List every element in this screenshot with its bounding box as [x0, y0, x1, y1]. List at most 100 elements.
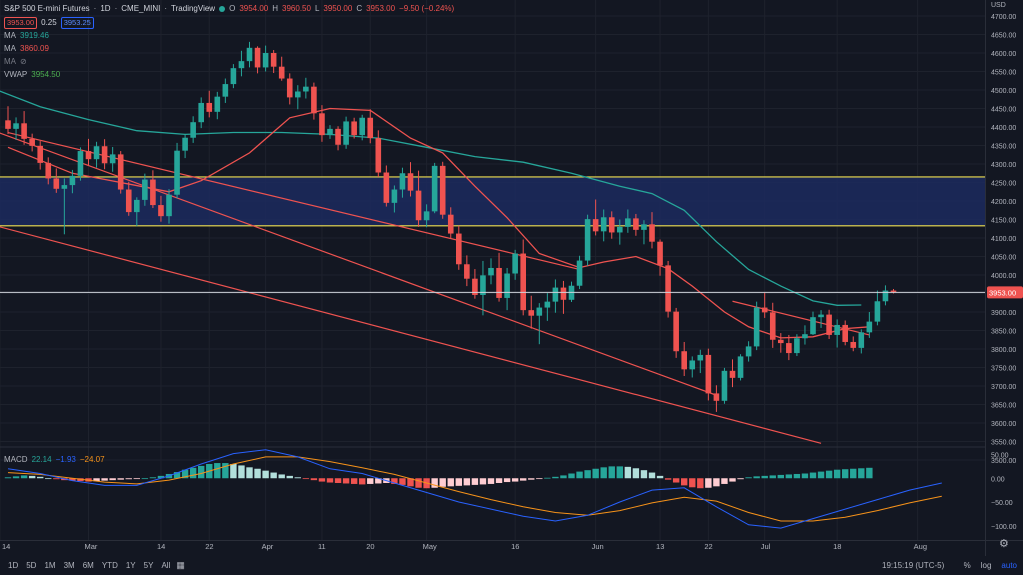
time-tick-label: Jul: [761, 542, 771, 551]
calendar-range-icon[interactable]: ▦: [176, 560, 185, 570]
clock-time[interactable]: 19:15:19 (UTC-5): [882, 561, 945, 570]
price-tick-label: 3700.00: [991, 384, 1016, 391]
macd-histogram-bar: [246, 467, 253, 479]
candle-body: [576, 260, 583, 286]
candle-body: [158, 205, 164, 217]
macd-histogram-bar: [101, 478, 108, 481]
macd-histogram-bar: [608, 466, 615, 479]
candle-body: [882, 290, 889, 302]
candle-body: [617, 226, 623, 233]
macd-histogram-bar: [117, 478, 124, 480]
candle-body: [206, 102, 213, 112]
macd-histogram-bar: [648, 472, 656, 479]
ohlc-open-label: O: [229, 4, 236, 13]
price-tick-label: 3800.00: [991, 347, 1016, 354]
range-5y[interactable]: 5Y: [143, 561, 154, 570]
ma-slow-line: [0, 90, 862, 306]
vwap-label[interactable]: VWAP: [4, 70, 28, 79]
macd-histogram-bar: [350, 478, 358, 484]
macd-histogram-bar: [342, 478, 350, 484]
macd-histogram-bar: [222, 463, 229, 479]
time-tick-label: May: [423, 542, 437, 551]
currency-label: USD: [991, 2, 1006, 9]
buy-price-button[interactable]: 3953.25: [60, 16, 94, 29]
candle-body: [375, 138, 382, 173]
candle-body: [327, 128, 333, 136]
macd-legend: MACD 22.14 −1.93 −24.07: [4, 454, 105, 465]
ma1-label[interactable]: MA: [4, 31, 16, 40]
candle-body: [93, 146, 100, 160]
candle-body: [826, 314, 832, 335]
macd-histogram-bar: [528, 478, 535, 480]
range-1d[interactable]: 1D: [8, 561, 19, 570]
macd-histogram-bar: [302, 478, 310, 480]
ma3-label[interactable]: MA: [4, 57, 16, 66]
macd-line-value: −1.93: [55, 455, 76, 464]
range-ytd[interactable]: YTD: [101, 561, 118, 570]
macd-histogram-bar: [310, 478, 318, 481]
macd-histogram-bar: [616, 466, 623, 479]
log-toggle[interactable]: log: [980, 561, 992, 570]
macd-histogram-bar: [294, 477, 301, 479]
candle-body: [423, 211, 430, 221]
trendline: [0, 226, 822, 444]
macd-histogram-bar: [431, 478, 438, 488]
range-3m[interactable]: 3M: [63, 561, 75, 570]
sell-price-button[interactable]: 3953.00: [4, 16, 38, 29]
percent-toggle[interactable]: %: [963, 561, 971, 570]
candle-body: [125, 189, 132, 213]
candle-body: [230, 68, 237, 85]
candle-body: [721, 370, 728, 401]
macd-histogram-bar: [592, 468, 599, 479]
macd-signal-line: [7, 456, 942, 522]
candle-body: [890, 290, 897, 293]
macd-histogram-bar: [262, 470, 269, 479]
price-tick-label: 4600.00: [991, 51, 1016, 58]
time-tick-label: 18: [833, 542, 841, 551]
symbol-title[interactable]: S&P 500 E-mini Futures: [4, 4, 90, 13]
macd-signal-value: −24.07: [79, 455, 105, 464]
price-tick-label: 3500.00: [991, 458, 1016, 465]
candle-body: [608, 217, 615, 233]
range-1m[interactable]: 1M: [44, 561, 56, 570]
macd-histogram-bar: [359, 478, 366, 485]
candle-body: [13, 123, 19, 129]
price-tick-label: 4000.00: [991, 273, 1016, 280]
macd-label[interactable]: MACD: [4, 455, 28, 464]
ma2-value: 3860.09: [20, 44, 49, 53]
time-tick-label: Aug: [914, 542, 927, 551]
candle-body: [343, 121, 349, 145]
candle-body: [166, 194, 172, 217]
time-axis[interactable]: 14 Mar 14 22 Apr 11 20 May 16 Jun 13 22 Jul 18 Aug: [0, 540, 1023, 552]
range-1y[interactable]: 1Y: [125, 561, 136, 570]
macd-histogram-bar: [69, 478, 76, 481]
candle-body: [238, 61, 245, 69]
candle-body: [295, 91, 301, 98]
time-tick-label: 14: [157, 542, 165, 551]
candle-body: [117, 154, 124, 190]
macd-axis[interactable]: 50.00 0.00 −50.00 −100.00: [991, 453, 1017, 531]
range-6m[interactable]: 6M: [82, 561, 94, 570]
candle-body: [142, 179, 148, 200]
candle-body: [37, 145, 43, 163]
macd-histogram-bar: [53, 478, 60, 480]
price-axis[interactable]: 4700.00 4650.00 4600.00 4550.00 4500.00 4450.…: [985, 0, 1023, 556]
auto-scale-toggle[interactable]: auto: [1001, 561, 1017, 570]
price-tick-label: 4450.00: [991, 107, 1016, 114]
candle-body: [600, 217, 607, 232]
macd-histogram-bar: [141, 478, 149, 480]
ma2-label[interactable]: MA: [4, 44, 16, 53]
trendline: [0, 132, 717, 396]
macd-histogram-bar: [801, 473, 809, 479]
macd-histogram-bar: [318, 478, 326, 482]
range-all[interactable]: All: [161, 561, 171, 570]
macd-histogram-bar: [254, 468, 261, 479]
macd-histogram-bar: [600, 467, 607, 479]
hidden-eye-icon[interactable]: ⊘: [20, 57, 27, 66]
macd-histogram-bar: [576, 471, 583, 479]
gear-icon[interactable]: ⚙: [999, 538, 1009, 550]
interval-label[interactable]: 1D: [100, 4, 111, 13]
range-5d[interactable]: 5D: [26, 561, 37, 570]
macd-histogram-bar: [230, 464, 237, 479]
